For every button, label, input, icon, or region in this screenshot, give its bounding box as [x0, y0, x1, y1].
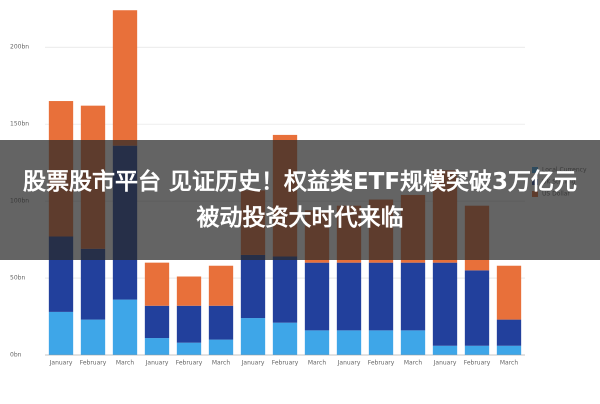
y-tick-label: 150bn: [10, 121, 29, 128]
bar-segment: [496, 265, 522, 320]
x-tick-label: February: [176, 360, 203, 367]
bar-segment: [496, 319, 522, 346]
x-tick-label: February: [272, 360, 299, 367]
bar-segment: [144, 338, 170, 355]
bar-segment: [176, 276, 202, 306]
x-tick-label: January: [433, 360, 457, 367]
bar-segment: [272, 256, 298, 323]
bar-segment: [400, 330, 426, 355]
bar-segment: [144, 262, 170, 306]
bar-segment: [208, 339, 234, 355]
bar-segment: [240, 254, 266, 319]
bar-segment: [240, 318, 266, 355]
y-tick-label: 0bn: [10, 352, 22, 359]
x-tick-label: February: [464, 360, 491, 367]
bar-segment: [304, 262, 330, 331]
bar-segment: [80, 319, 106, 355]
x-tick-label: February: [368, 360, 395, 367]
bar-segment: [208, 265, 234, 306]
bar-segment: [464, 270, 490, 346]
x-tick-label: March: [404, 360, 422, 367]
bar-segment: [464, 345, 490, 355]
x-tick-label: January: [337, 360, 361, 367]
bar-segment: [304, 330, 330, 355]
x-tick-label: March: [500, 360, 518, 367]
banner: 股票股市平台 见证历史！权益类ETF规模突破3万亿元 被动投资大时代来临: [0, 140, 600, 260]
bar-segment: [80, 248, 106, 320]
bar-segment: [368, 330, 394, 355]
bar-segment: [496, 345, 522, 355]
bar-segment: [336, 330, 362, 355]
x-tick-label: March: [116, 360, 134, 367]
bar-segment: [432, 345, 458, 355]
x-tick-label: March: [212, 360, 230, 367]
bar-segment: [336, 262, 362, 331]
x-tick-label: February: [80, 360, 107, 367]
bar-segment: [176, 342, 202, 355]
bar-segment: [112, 10, 138, 146]
y-tick-label: 50bn: [10, 275, 25, 282]
bar-segment: [368, 262, 394, 331]
banner-title: 股票股市平台 见证历史！权益类ETF规模突破3万亿元 被动投资大时代来临: [22, 169, 578, 231]
x-tick-label: January: [241, 360, 265, 367]
bar-segment: [272, 322, 298, 355]
bar-segment: [144, 305, 170, 339]
x-tick-label: March: [308, 360, 326, 367]
y-tick-label: 200bn: [10, 44, 29, 51]
bar-segment: [432, 262, 458, 346]
bar-segment: [48, 311, 74, 355]
bar-segment: [400, 262, 426, 331]
bar-segment: [112, 299, 138, 355]
x-tick-label: January: [49, 360, 73, 367]
bar-segment: [208, 305, 234, 340]
bar-segment: [176, 305, 202, 343]
x-tick-label: January: [145, 360, 169, 367]
